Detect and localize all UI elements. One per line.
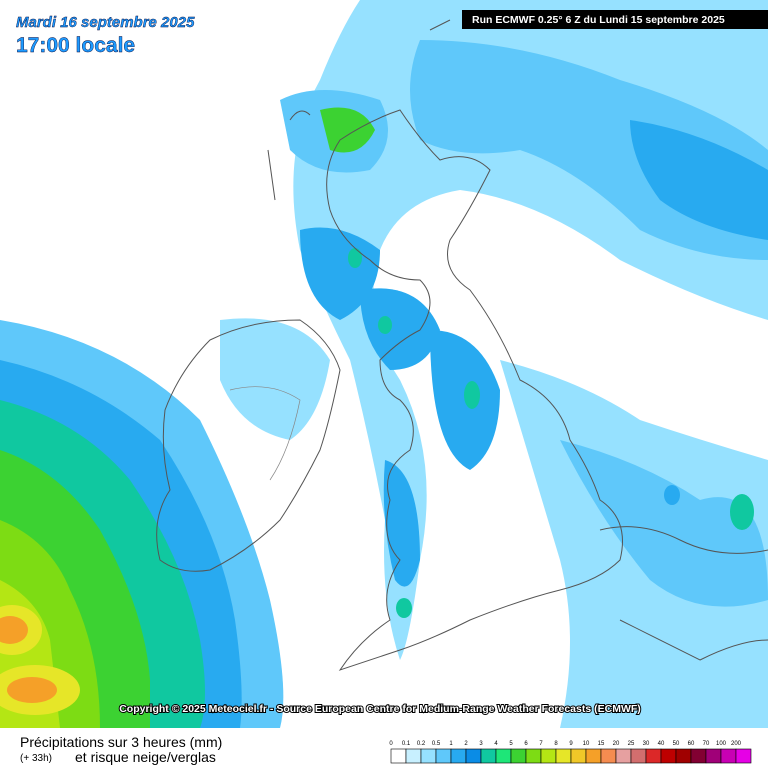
- scale-label: 40: [658, 741, 665, 747]
- scale-label: 4: [494, 741, 498, 747]
- scale-label: 1: [449, 741, 453, 747]
- scale-label: 25: [628, 741, 635, 747]
- scale-swatch: [555, 748, 572, 764]
- scale-swatch: [525, 748, 542, 764]
- scale-label: 7: [539, 741, 543, 747]
- scale-label: 0.5: [432, 741, 441, 747]
- scale-swatch: [570, 748, 587, 764]
- scale-label: 0: [389, 741, 393, 747]
- scale-swatch: [720, 748, 737, 764]
- scale-swatch: [690, 748, 707, 764]
- scale-swatch: [420, 748, 437, 764]
- scale-swatch: [660, 748, 677, 764]
- scale-swatch: [465, 748, 482, 764]
- scale-swatch: [495, 748, 512, 764]
- scale-label: 15: [598, 741, 605, 747]
- scale-label: 10: [583, 741, 590, 747]
- header: Mardi 16 septembre 2025 17:00 locale Run…: [16, 10, 768, 57]
- legend-subtitle: et risque neige/verglas: [75, 749, 216, 765]
- legend-title: Précipitations sur 3 heures (mm): [20, 734, 222, 750]
- scale-swatch: [480, 748, 497, 764]
- forecast-date: Mardi 16 septembre 2025: [16, 14, 195, 31]
- forecast-time: 17:00 locale: [16, 34, 135, 57]
- scale-swatch: [510, 748, 527, 764]
- coastlines: [156, 19, 768, 671]
- scale-swatch: [405, 748, 422, 764]
- scale-swatch: [435, 748, 452, 764]
- precipitation-field: [0, 0, 768, 728]
- scale-label: 9: [569, 741, 573, 747]
- run-info: Run ECMWF 0.25° 6 Z du Lundi 15 septembr…: [472, 14, 725, 26]
- scale-label: 3: [479, 741, 483, 747]
- scale-label: 5: [509, 741, 513, 747]
- scale-label: 30: [643, 741, 650, 747]
- scale-swatch: [585, 748, 602, 764]
- scale-label: 70: [703, 741, 710, 747]
- scale-label: 200: [731, 741, 742, 747]
- scale-swatch: [540, 748, 557, 764]
- scale-swatch: [675, 748, 692, 764]
- copyright: Copyright © 2025 Meteociel.fr - Source E…: [119, 703, 641, 715]
- scale-swatch: [390, 748, 407, 764]
- legend-lead: (+ 33h): [20, 753, 52, 764]
- scale-label: 100: [716, 741, 727, 747]
- scale-label: 2: [464, 741, 468, 747]
- scale-label: 8: [554, 741, 558, 747]
- scale-swatch: [645, 748, 662, 764]
- scale-label: 0.2: [417, 741, 426, 747]
- scale-label: 50: [673, 741, 680, 747]
- scale-label: 60: [688, 741, 695, 747]
- scale-swatch: [630, 748, 647, 764]
- scale-label: 20: [613, 741, 620, 747]
- scale-swatch: [735, 748, 752, 764]
- scale-swatch: [615, 748, 632, 764]
- scale-swatch: [600, 748, 617, 764]
- color-scale: 0 0.1 0.2 0.5 1 2 3 4 5 6 7 8 9 10 15 20 25 30 40 50 60 70 100…: [389, 741, 752, 764]
- scale-label: 6: [524, 741, 528, 747]
- scale-label: 0.1: [402, 741, 411, 747]
- run-box: [462, 10, 768, 29]
- scale-swatch: [705, 748, 722, 764]
- scale-swatch: [450, 748, 467, 764]
